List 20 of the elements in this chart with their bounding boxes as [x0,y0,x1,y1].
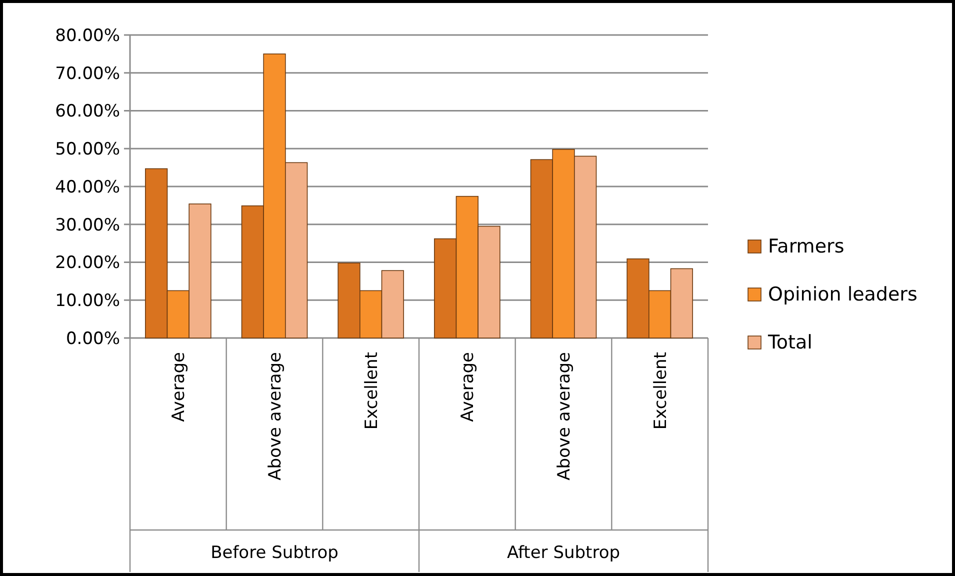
x-tick-label: Excellent [362,352,382,430]
text: After Subtrop [506,542,620,563]
x-tick-label: Average [458,352,478,422]
x-tick-label: Excellent [650,352,671,430]
y-tick-label: 70.00% [55,64,120,84]
y-tick-label: 20.00% [55,253,120,274]
y-tick-label: 0.00% [66,328,120,349]
legend-label: Farmers [768,236,844,258]
text: Before Subtrop [210,542,338,563]
legend-label: Opinion leaders [768,284,918,306]
y-tick-label: 30.00% [55,215,120,236]
x-tick-label: Above average [265,352,286,480]
x-tick-label: Average [169,352,190,422]
y-tick-label: 50.00% [55,140,120,160]
legend-label: Total [767,332,812,354]
y-tick-label: 40.00% [55,177,120,198]
y-tick-label: 60.00% [55,102,120,122]
y-tick-label: 80.00% [55,26,120,46]
y-tick-label: 10.00% [55,291,120,312]
x-tick-label: Above average [554,352,574,480]
